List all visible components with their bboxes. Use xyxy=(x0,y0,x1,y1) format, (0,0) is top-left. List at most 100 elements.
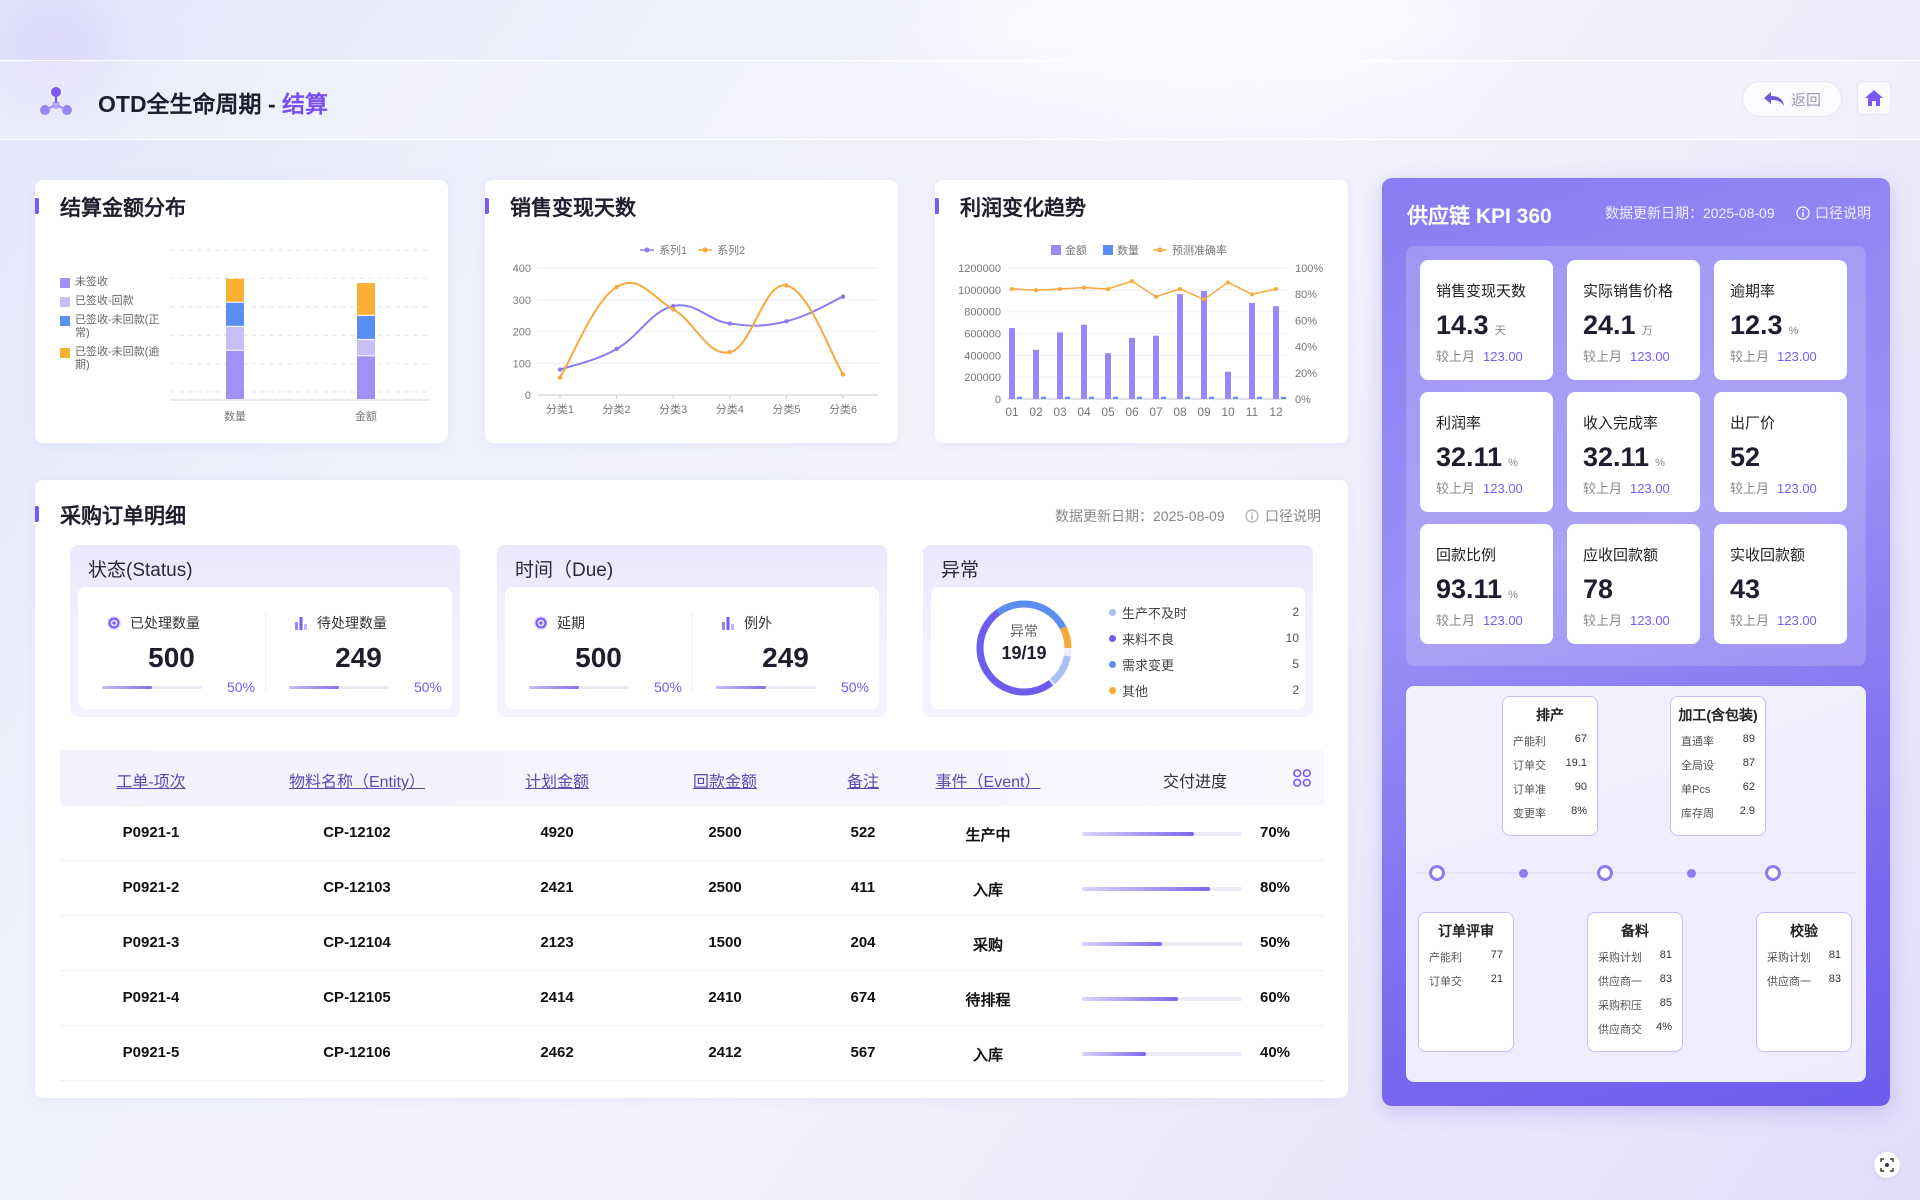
legend-label: 预测准确率 xyxy=(1172,243,1227,257)
kpi-card[interactable]: 实际销售价格 24.1 万较上月 123.00 xyxy=(1567,260,1700,380)
kpi-card[interactable]: 收入完成率 32.11% 较上月 123.00 xyxy=(1567,392,1700,512)
kpi-caliber-label: 口径说明 xyxy=(1815,205,1871,221)
bar xyxy=(1233,396,1238,399)
x-tick-label: 10 xyxy=(1221,405,1235,419)
info-icon xyxy=(1796,206,1810,220)
flow-row-value: 8% xyxy=(1571,805,1587,817)
kpi-card[interactable]: 出厂价 52 较上月 123.00 xyxy=(1714,392,1847,512)
flow-box-scheduling[interactable]: 排产 产能利 67 订单交 19.1 订单准 90 变更率 8% xyxy=(1502,696,1598,836)
kpi-card[interactable]: 逾期率 12.3% 较上月 123.00 xyxy=(1714,260,1847,380)
flow-box-processing[interactable]: 加工(含包装) 直通率 89 全局设 87 单Pcs 62 库存周 2.9 xyxy=(1670,696,1766,836)
col-header-id[interactable]: 工单-项次 xyxy=(116,774,186,791)
kpi-card-value: 14.3 天 xyxy=(1436,310,1506,340)
processed-metric: 已处理数量 500 50% xyxy=(78,587,265,709)
flow-row-value: 89 xyxy=(1742,733,1755,745)
data-point xyxy=(1034,288,1038,293)
order-caliber-link[interactable]: 口径说明 xyxy=(1245,506,1321,526)
data-point xyxy=(1082,285,1086,290)
anomaly-count: 2 xyxy=(1292,683,1299,697)
logo-icon xyxy=(40,87,72,115)
flow-row-label: 订单准 xyxy=(1513,784,1546,796)
flow-box-order-review[interactable]: 订单评审 产能利 77 订单交 21 xyxy=(1418,912,1514,1052)
anomaly-item[interactable]: 来料不良 10 xyxy=(1109,625,1299,651)
data-point xyxy=(840,372,846,377)
flow-node xyxy=(1597,865,1613,881)
x-tick-label: 12 xyxy=(1269,405,1283,419)
progress-fill xyxy=(1082,997,1178,1001)
pending-pct: 50% xyxy=(413,679,442,695)
col-header-back[interactable]: 回款金额 xyxy=(692,774,758,791)
flow-box-row: 采购计划 81 xyxy=(1588,949,1682,965)
table-row[interactable]: P0921-3 CP-12104 2123 1500 204 采购 50% xyxy=(60,916,1324,971)
kpi-card-compare-value: 123.00 xyxy=(1630,481,1670,496)
flow-box-inspection[interactable]: 校验 采购计划 81 供应商一 83 xyxy=(1756,912,1852,1052)
kpi-caliber-link[interactable]: 口径说明 xyxy=(1796,203,1871,223)
x-tick-label: 分类6 xyxy=(829,402,857,416)
kpi-card[interactable]: 利润率 32.11% 较上月 123.00 xyxy=(1420,392,1553,512)
kpi-card[interactable]: 实收回款额 43 较上月 123.00 xyxy=(1714,524,1847,644)
y-tick-label: 400 xyxy=(513,263,531,275)
bar xyxy=(1257,396,1262,399)
x-tick-label: 分类5 xyxy=(772,402,800,416)
table-row[interactable]: P0921-2 CP-12103 2421 2500 411 入库 80% xyxy=(60,861,1324,916)
flow-row-value: 2.9 xyxy=(1739,805,1755,817)
home-button[interactable] xyxy=(1857,81,1891,115)
flow-row-value: 77 xyxy=(1490,949,1503,961)
grid-settings-icon[interactable] xyxy=(1292,768,1312,788)
flow-box-title: 备料 xyxy=(1621,923,1649,939)
flow-box-material-prep[interactable]: 备料 采购计划 81 供应商一 83 采购积压 85 供应商交 4% xyxy=(1587,912,1683,1052)
cell-back: 2410 xyxy=(708,989,742,1006)
x-tick-label: 01 xyxy=(1005,405,1019,419)
app-header: OTD全生命周期 - 结算 返回 xyxy=(0,60,1920,140)
anomaly-item[interactable]: 需求变更 5 xyxy=(1109,651,1299,677)
bar xyxy=(1065,396,1070,399)
col-header-plan[interactable]: 计划金额 xyxy=(524,774,590,791)
data-point xyxy=(1202,297,1206,302)
kpi-title: 供应链 KPI 360 xyxy=(1407,205,1552,228)
cell-plan: 4920 xyxy=(540,824,574,841)
flow-box-row: 产能利 77 xyxy=(1419,949,1513,965)
table-row[interactable]: P0921-1 CP-12102 4920 2500 522 生产中 70% xyxy=(60,806,1324,861)
bar xyxy=(1137,396,1142,399)
table-row[interactable]: P0921-4 CP-12105 2414 2410 674 待排程 60% xyxy=(60,971,1324,1026)
kpi-card[interactable]: 回款比例 93.11% 较上月 123.00 xyxy=(1420,524,1553,644)
anomaly-label: 来料不良 xyxy=(1122,631,1175,647)
back-button[interactable]: 返回 xyxy=(1742,81,1842,117)
kpi-card-label: 逾期率 xyxy=(1730,283,1776,300)
cell-event: 入库 xyxy=(972,882,1004,899)
data-point xyxy=(727,349,732,355)
kpi-card-compare-value: 123.00 xyxy=(1483,613,1523,628)
bar xyxy=(1281,396,1286,399)
table-row[interactable]: P0921-5 CP-12106 2462 2412 567 入库 40% xyxy=(60,1026,1324,1081)
kpi-card-unit: 万 xyxy=(1641,325,1653,337)
legend-entry[interactable]: 未签收 xyxy=(60,276,170,289)
progress-bar xyxy=(1082,1052,1242,1056)
anomaly-item[interactable]: 生产不及时 2 xyxy=(1109,599,1299,625)
progress-fill xyxy=(1082,942,1162,946)
exception-value: 249 xyxy=(762,642,809,673)
delay-label-row: 延期 xyxy=(533,613,585,633)
bar xyxy=(1273,306,1279,399)
col-header-note[interactable]: 备注 xyxy=(846,774,880,791)
data-point xyxy=(784,283,789,288)
screenshot-button[interactable] xyxy=(1874,1152,1900,1178)
legend-entry[interactable]: 已签收-未回款(正常) xyxy=(60,314,170,340)
legend-entry[interactable]: 已签收-未回款(逾期) xyxy=(60,346,170,372)
x-tick-label: 分类3 xyxy=(659,402,687,416)
kpi-card[interactable]: 应收回款额 78 较上月 123.00 xyxy=(1567,524,1700,644)
bar-segment xyxy=(357,339,375,356)
legend-entry[interactable]: 已签收-回款 xyxy=(60,295,170,308)
legend-label: 已签收-未回款(逾期) xyxy=(75,346,160,371)
col-header-entity[interactable]: 物料名称（Entity） xyxy=(288,774,426,791)
flow-row-label: 单Pcs xyxy=(1681,784,1711,796)
anomaly-item[interactable]: 其他 2 xyxy=(1109,677,1299,703)
cell-note: 567 xyxy=(850,1044,876,1061)
kpi-card[interactable]: 销售变现天数 14.3 天较上月 123.00 xyxy=(1420,260,1553,380)
flow-box-title: 加工(含包装) xyxy=(1678,707,1758,723)
anomaly-dot xyxy=(1109,686,1116,694)
flow-box-row: 订单准 90 xyxy=(1503,781,1597,797)
flow-node xyxy=(1519,869,1528,878)
col-header-event[interactable]: 事件（Event） xyxy=(935,774,1041,791)
kpi-card-compare: 较上月 123.00 xyxy=(1436,481,1523,496)
bar xyxy=(1081,324,1087,399)
